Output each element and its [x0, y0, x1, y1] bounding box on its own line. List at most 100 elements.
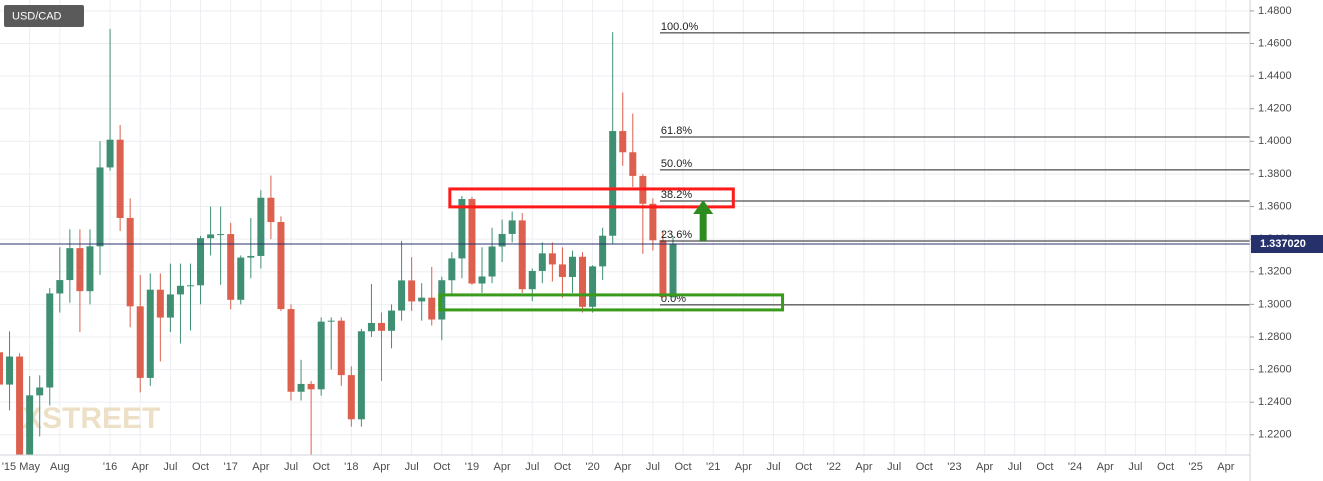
- y-tick-label: 1.2800: [1258, 331, 1292, 343]
- candle-body: [0, 352, 3, 385]
- candle-body: [16, 356, 24, 455]
- candle-body: [307, 383, 315, 390]
- y-tick-label: 1.3000: [1258, 298, 1292, 310]
- y-tick-label: 1.3600: [1258, 200, 1292, 212]
- y-tick-label: 1.4000: [1258, 135, 1292, 147]
- x-tick-label: Oct: [192, 461, 209, 473]
- last-price-box: [1251, 235, 1323, 254]
- candle-body: [528, 270, 536, 290]
- grid: [0, 0, 1250, 455]
- candle-body: [116, 139, 124, 218]
- candle-body: [267, 197, 275, 223]
- candle-body: [619, 131, 627, 153]
- candle-body: [176, 285, 184, 295]
- candle-body: [36, 387, 44, 396]
- x-tick-label: Jul: [1128, 461, 1142, 473]
- x-tick-label: Oct: [1036, 461, 1053, 473]
- candle-body: [337, 320, 345, 376]
- candle-body: [388, 310, 396, 331]
- x-tick-label: '18: [344, 461, 358, 473]
- candle-body: [538, 253, 546, 271]
- x-tick-label: '22: [827, 461, 841, 473]
- x-tick-label: Apr: [1217, 461, 1234, 473]
- candle-body: [428, 297, 436, 320]
- x-tick-label: Apr: [252, 461, 269, 473]
- last-price-label: 1.337020: [1260, 238, 1306, 250]
- fib-label: 38.2%: [661, 189, 692, 201]
- axes: 1.22001.24001.26001.28001.30001.32001.34…: [0, 0, 1292, 481]
- candle-body: [438, 280, 446, 320]
- x-tick-label: '15: [2, 461, 16, 473]
- x-tick-label: Jul: [646, 461, 660, 473]
- x-tick-label: Apr: [976, 461, 993, 473]
- candle-body: [579, 256, 587, 307]
- candle-body: [166, 294, 174, 318]
- x-tick-label: Oct: [554, 461, 571, 473]
- x-tick-label: Apr: [1097, 461, 1114, 473]
- fib-label: 100.0%: [661, 21, 699, 33]
- x-tick-label: '24: [1068, 461, 1082, 473]
- y-tick-label: 1.2600: [1258, 363, 1292, 375]
- candle-body: [126, 217, 134, 307]
- candle-body: [46, 293, 54, 388]
- candle-body: [488, 246, 496, 277]
- candle-body: [347, 375, 355, 420]
- candle-body: [156, 289, 164, 318]
- candle-body: [589, 266, 597, 307]
- x-tick-label: Oct: [313, 461, 330, 473]
- zone: [438, 293, 785, 312]
- candle-body: [357, 331, 365, 420]
- fib-label: 23.6%: [661, 229, 692, 241]
- candle-body: [659, 240, 667, 298]
- candle-body: [599, 235, 607, 267]
- y-tick-label: 1.4200: [1258, 103, 1292, 115]
- candle-body: [367, 322, 375, 332]
- candle-body: [287, 309, 295, 392]
- x-tick-label: Jul: [525, 461, 539, 473]
- x-tick-label: Jul: [163, 461, 177, 473]
- x-tick-label: Oct: [433, 461, 450, 473]
- candle-body: [377, 322, 385, 331]
- candle-body: [629, 152, 637, 176]
- candle-body: [66, 248, 74, 281]
- x-tick-label: Jul: [766, 461, 780, 473]
- y-tick-label: 1.4600: [1258, 37, 1292, 49]
- zone: [448, 187, 735, 209]
- fib-label: 61.8%: [661, 125, 692, 137]
- candle-body: [237, 257, 245, 300]
- candle-body: [448, 258, 456, 281]
- x-tick-label: Oct: [1157, 461, 1174, 473]
- candle-body: [257, 197, 265, 256]
- candle-body: [186, 285, 194, 287]
- y-tick-label: 1.4800: [1258, 5, 1292, 17]
- x-tick-label: Apr: [735, 461, 752, 473]
- candle-body: [56, 280, 64, 294]
- x-tick-label: '16: [103, 461, 117, 473]
- symbol-box: [4, 5, 84, 27]
- y-tick-label: 1.2400: [1258, 396, 1292, 408]
- candle-body: [458, 199, 466, 259]
- chart-title: USD/CAD: [12, 10, 62, 22]
- x-tick-label: Oct: [674, 461, 691, 473]
- x-tick-label: Oct: [916, 461, 933, 473]
- candle-body: [327, 320, 335, 322]
- x-tick-label: Jul: [1008, 461, 1022, 473]
- candle-body: [558, 264, 566, 277]
- x-tick-label: Jul: [887, 461, 901, 473]
- arrow-head: [693, 200, 714, 215]
- x-tick-label: '19: [465, 461, 479, 473]
- candle-body: [96, 167, 104, 247]
- x-tick-label: Apr: [132, 461, 149, 473]
- fib-label: 50.0%: [661, 158, 692, 170]
- candle-body: [649, 203, 657, 241]
- candle-body: [478, 276, 486, 284]
- x-tick-label: Jul: [284, 461, 298, 473]
- candle-body: [398, 280, 406, 311]
- candle-body: [498, 233, 506, 247]
- candle-body: [136, 306, 144, 378]
- candle-body: [418, 297, 426, 302]
- x-tick-label: Apr: [614, 461, 631, 473]
- x-tick-label: Jul: [405, 461, 419, 473]
- candle-body: [548, 253, 556, 265]
